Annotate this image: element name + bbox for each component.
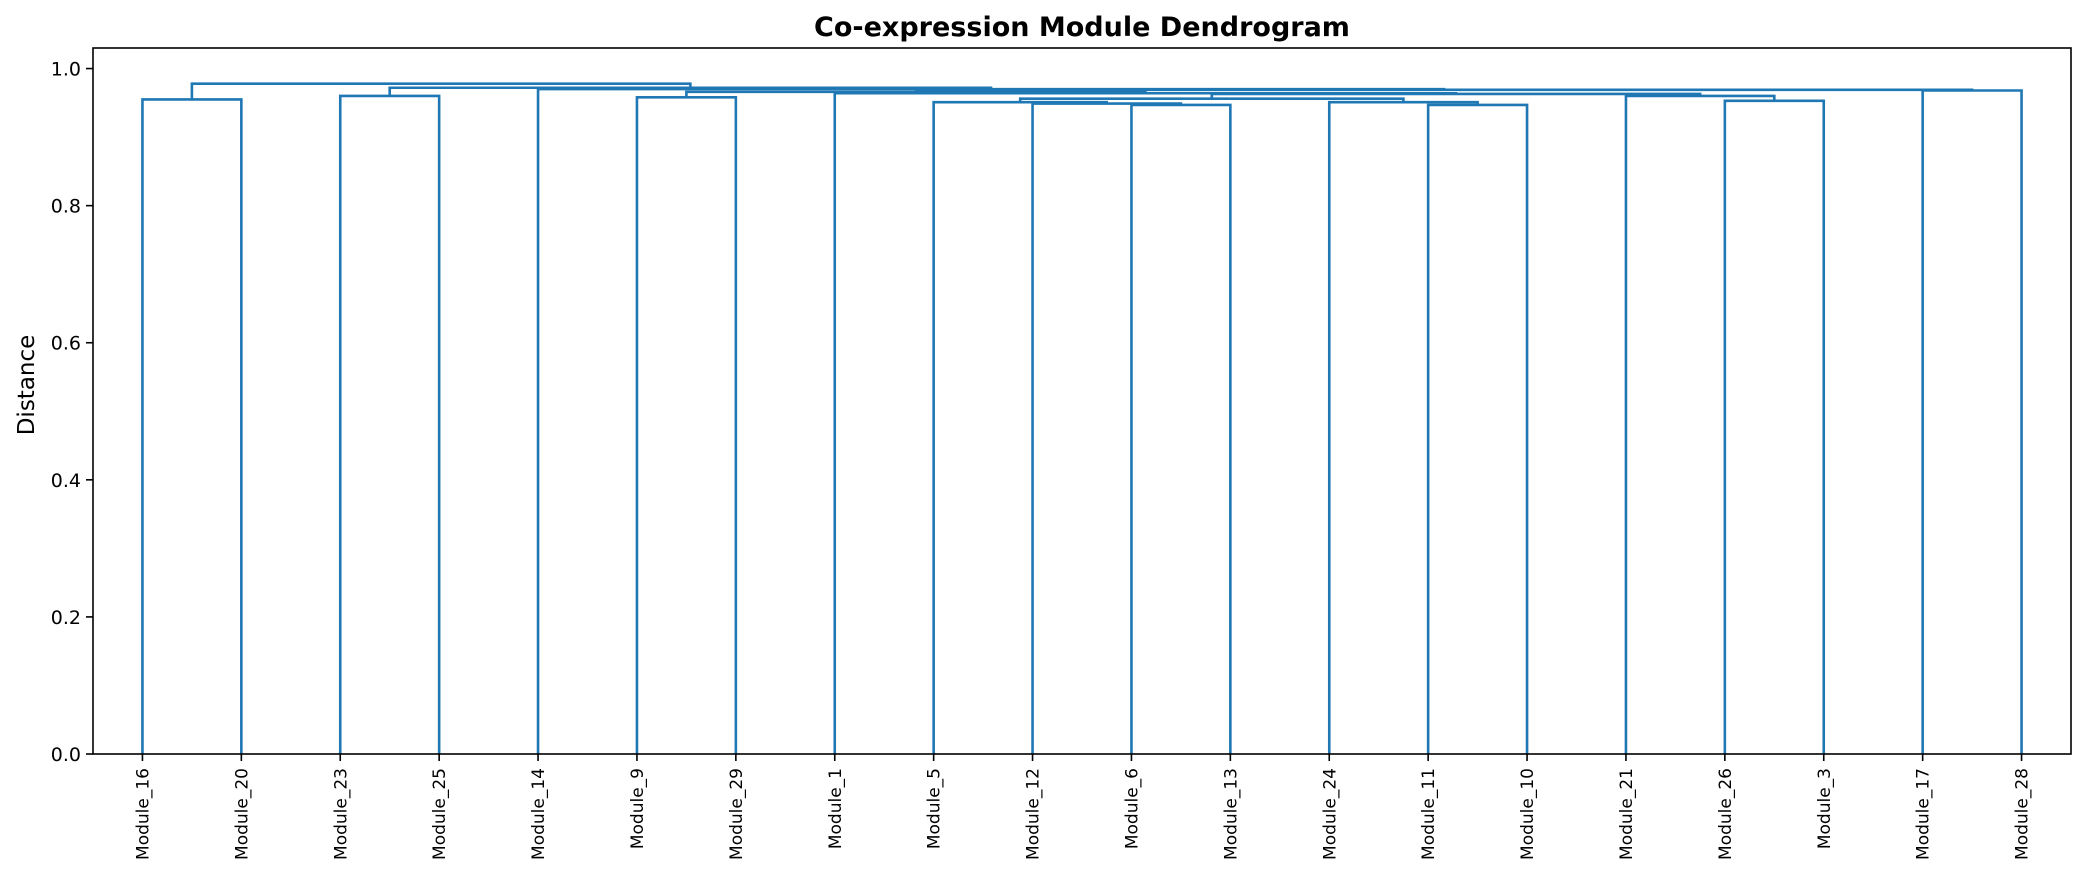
y-tick-label: 0.8 [51,196,81,218]
y-tick-label: 0.2 [51,607,81,629]
leaf-label: Module_16 [133,768,153,860]
leaf-label: Module_6 [1122,768,1142,849]
leaf-label: Module_21 [1617,768,1637,860]
leaf-label: Module_5 [925,768,945,849]
y-tick-label: 0.6 [51,333,81,355]
leaf-label: Module_23 [331,768,351,860]
leaf-label: Module_20 [232,768,252,860]
dendrogram-link [141,98,243,754]
dendrogram-link [1921,89,2023,754]
dendrogram-link [932,100,1109,754]
plot-frame [92,47,2072,755]
dendrogram-link [1031,102,1183,754]
y-axis-ticks: 0.0 0.2 0.4 0.6 0.8 1.0 [51,59,93,766]
leaf-label: Module_1 [826,768,846,849]
y-axis-label: Distance [14,335,40,436]
chart-title: Co-expression Module Dendrogram [814,12,1350,43]
dendrogram-link [1624,94,1776,754]
dendrogram-link [833,91,1458,754]
leaf-label: Module_26 [1716,768,1736,860]
dendrogram-link [1426,103,1529,754]
y-tick-label: 0.0 [51,744,81,766]
leaf-label: Module_29 [727,768,747,860]
y-tick-label: 1.0 [51,59,81,81]
leaf-label: Module_25 [430,768,450,860]
y-tick-label: 0.4 [51,470,81,492]
leaf-label: Module_9 [628,768,648,849]
dendrogram-link [1723,99,1826,754]
leaf-label: Module_12 [1024,768,1044,860]
leaf-label: Module_28 [2013,768,2033,860]
dendrogram-link [1210,92,1702,99]
dendrogram-link [635,96,738,754]
dendrogram-link [338,94,441,754]
leaf-label: Module_17 [1914,768,1934,860]
dendrogram-link [685,90,1147,98]
leaf-label: Module_3 [1815,768,1835,849]
dendrogram-links [141,82,2023,754]
dendrogram-link [536,87,1446,754]
leaf-label: Module_14 [529,768,549,860]
leaf-label: Module_24 [1320,768,1340,860]
leaf-label: Module_10 [1518,768,1538,860]
dendrogram-link [190,82,692,100]
x-axis-ticks: Module_16 Module_20 Module_23 Module_25 Modu… [133,754,2033,860]
leaf-label: Module_13 [1221,768,1241,860]
dendrogram-link [1327,100,1479,754]
leaf-label: Module_11 [1419,768,1439,860]
dendrogram-link [1130,103,1232,754]
